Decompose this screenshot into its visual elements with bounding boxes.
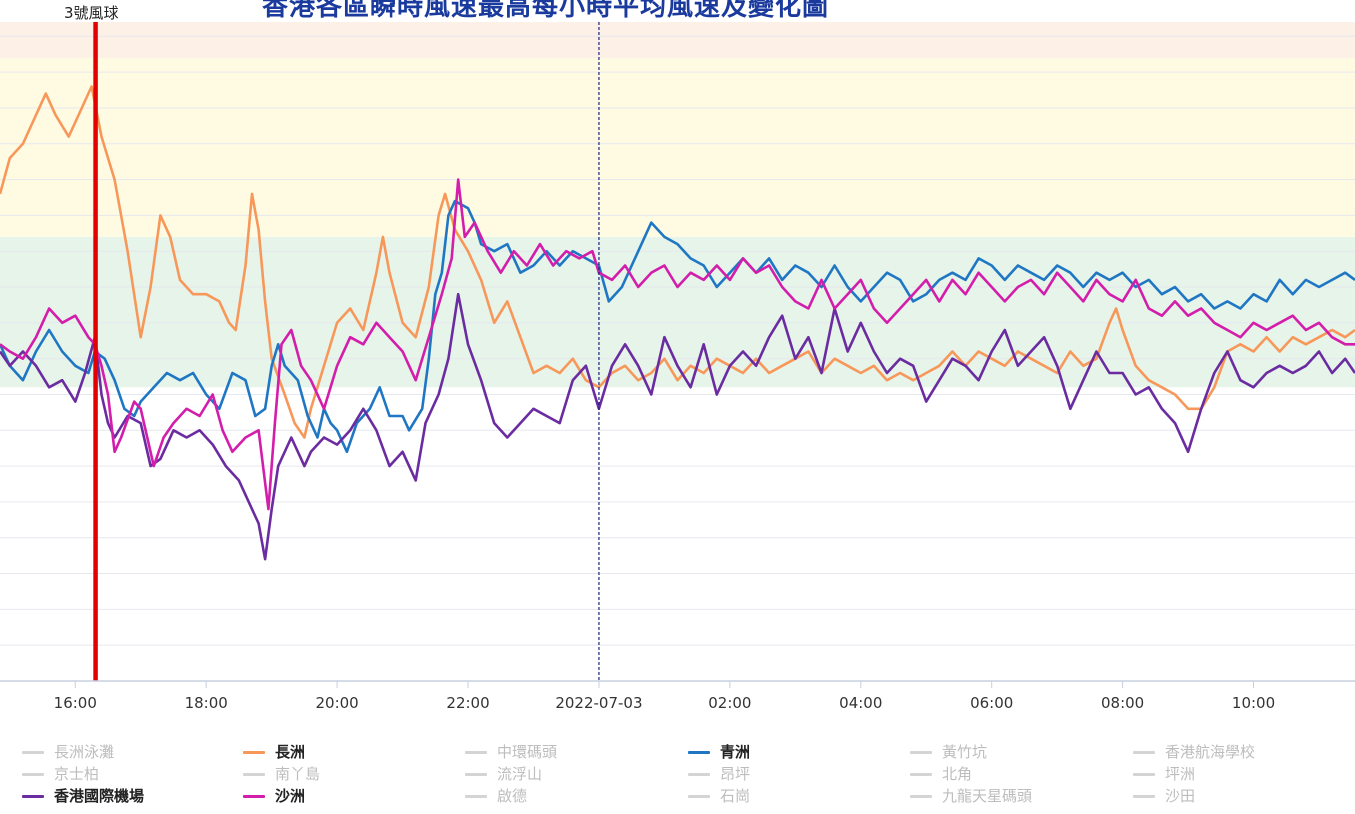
band-0	[0, 236, 1355, 388]
legend-swatch	[910, 794, 932, 798]
band-1	[0, 57, 1355, 237]
legend-label: 黃竹坑	[942, 743, 988, 761]
legend-item[interactable]: 青洲	[688, 741, 750, 763]
legend-label: 香港航海學校	[1165, 743, 1256, 761]
legend-swatch	[1133, 794, 1155, 798]
legend-item[interactable]: 香港航海學校	[1133, 741, 1255, 763]
x-tick-label: 2022-07-03	[555, 694, 643, 712]
x-tick-label: 22:00	[446, 694, 490, 712]
legend-item[interactable]: 黃竹坑	[910, 741, 987, 763]
legend-item[interactable]: 啟德	[465, 785, 527, 807]
x-tick-label: 04:00	[839, 694, 883, 712]
legend-label: 石崗	[720, 787, 751, 805]
legend-item[interactable]: 南丫島	[243, 763, 320, 785]
legend-item[interactable]: 昂坪	[688, 763, 750, 785]
series-line	[0, 85, 1355, 439]
legend-item[interactable]: 石崗	[688, 785, 750, 807]
event-markers	[93, 22, 600, 681]
legend-label: 沙洲	[275, 787, 306, 805]
chart-title: 香港各區瞬時風速最高每小時平均風速及變化圖	[262, 0, 830, 22]
legend-item[interactable]: 沙田	[1133, 785, 1195, 807]
series-line	[0, 199, 1355, 454]
legend-label: 沙田	[1165, 787, 1196, 805]
legend-label: 京士柏	[54, 765, 100, 783]
series-line	[0, 292, 1355, 561]
legend-swatch	[465, 772, 487, 776]
legend-swatch	[1133, 750, 1155, 754]
series-layer	[0, 85, 1355, 561]
legend-item[interactable]: 沙洲	[243, 785, 305, 807]
legend-swatch	[910, 772, 932, 776]
legend-swatch	[243, 794, 265, 798]
legend-swatch	[22, 750, 44, 754]
series-line	[0, 178, 1355, 511]
legend-swatch	[688, 772, 710, 776]
legend-label: 流浮山	[497, 765, 543, 783]
legend-label: 坪洲	[1165, 765, 1196, 783]
legend-label: 中環碼頭	[497, 743, 558, 761]
legend-label: 昂坪	[720, 765, 751, 783]
legend-swatch	[465, 750, 487, 754]
x-axis-ticks	[74, 681, 1255, 688]
legend-item[interactable]: 坪洲	[1133, 763, 1195, 785]
legend-swatch	[910, 750, 932, 754]
legend-swatch	[688, 794, 710, 798]
x-tick-label: 06:00	[970, 694, 1014, 712]
legend-label: 北角	[942, 765, 973, 783]
legend-item[interactable]: 九龍天星碼頭	[910, 785, 1032, 807]
legend-swatch	[243, 750, 265, 754]
x-tick-label: 08:00	[1100, 694, 1145, 712]
legend-item[interactable]: 香港國際機場	[22, 785, 144, 807]
x-tick-label: 10:00	[1231, 694, 1276, 712]
legend-swatch	[22, 772, 44, 776]
legend-swatch	[465, 794, 487, 798]
legend-item[interactable]: 長洲泳灘	[22, 741, 114, 763]
x-tick-label: 02:00	[708, 694, 752, 712]
legend-label: 香港國際機場	[54, 787, 145, 805]
signal-no3-label: 3號風球	[64, 4, 119, 22]
legend-label: 九龍天星碼頭	[942, 787, 1033, 805]
legend-item[interactable]: 中環碼頭	[465, 741, 557, 763]
legend-label: 長洲	[275, 743, 306, 761]
legend-swatch	[22, 794, 44, 798]
legend-item[interactable]: 北角	[910, 763, 972, 785]
legend-swatch	[688, 750, 710, 754]
band-2	[0, 22, 1355, 58]
legend-item[interactable]: 流浮山	[465, 763, 542, 785]
legend-item[interactable]: 京士柏	[22, 763, 99, 785]
legend-swatch	[1133, 772, 1155, 776]
legend-label: 啟德	[497, 787, 528, 805]
x-tick-label: 18:00	[184, 694, 228, 712]
legend-label: 青洲	[720, 743, 751, 761]
legend-label: 南丫島	[275, 765, 321, 783]
x-tick-label: 16:00	[53, 694, 97, 712]
threshold-bands	[0, 22, 1355, 388]
legend-item[interactable]: 長洲	[243, 741, 305, 763]
legend-label: 長洲泳灘	[54, 743, 115, 761]
legend-swatch	[243, 772, 265, 776]
x-tick-label: 20:00	[315, 694, 359, 712]
